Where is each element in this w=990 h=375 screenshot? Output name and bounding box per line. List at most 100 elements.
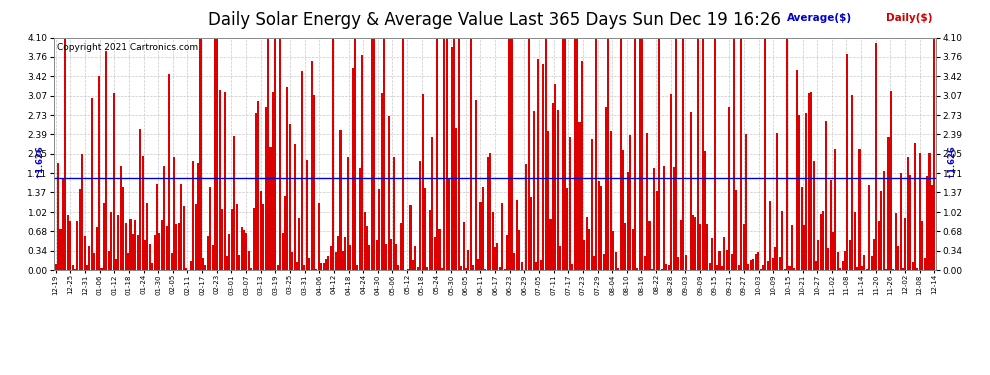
- Bar: [622, 150, 624, 270]
- Bar: [151, 263, 153, 270]
- Bar: [610, 130, 612, 270]
- Bar: [231, 209, 233, 270]
- Bar: [380, 93, 382, 270]
- Bar: [246, 233, 248, 270]
- Bar: [57, 163, 59, 270]
- Bar: [356, 266, 358, 270]
- Bar: [694, 217, 696, 270]
- Bar: [178, 223, 180, 270]
- Bar: [873, 238, 875, 270]
- Bar: [682, 38, 684, 270]
- Bar: [818, 240, 820, 270]
- Bar: [195, 204, 197, 270]
- Bar: [234, 136, 236, 270]
- Bar: [670, 94, 672, 270]
- Bar: [742, 224, 744, 270]
- Bar: [328, 256, 330, 270]
- Bar: [64, 38, 66, 270]
- Text: ↑1.626: ↑1.626: [35, 144, 44, 178]
- Bar: [762, 265, 764, 270]
- Bar: [165, 226, 167, 270]
- Bar: [745, 134, 747, 270]
- Bar: [716, 265, 718, 270]
- Bar: [479, 202, 481, 270]
- Bar: [736, 190, 738, 270]
- Bar: [543, 64, 545, 270]
- Bar: [861, 266, 863, 270]
- Bar: [472, 265, 474, 270]
- Bar: [252, 208, 254, 270]
- Bar: [887, 136, 889, 270]
- Bar: [883, 171, 885, 270]
- Bar: [412, 260, 414, 270]
- Bar: [115, 260, 117, 270]
- Bar: [521, 262, 523, 270]
- Bar: [870, 256, 872, 270]
- Bar: [444, 38, 446, 270]
- Bar: [400, 222, 402, 270]
- Bar: [825, 121, 827, 270]
- Bar: [255, 113, 257, 270]
- Bar: [648, 221, 650, 270]
- Bar: [137, 235, 139, 270]
- Bar: [147, 203, 148, 270]
- Bar: [351, 68, 353, 270]
- Bar: [556, 110, 558, 270]
- Text: ↑1.626: ↑1.626: [946, 144, 955, 178]
- Bar: [902, 268, 904, 270]
- Bar: [217, 38, 219, 270]
- Bar: [460, 266, 462, 270]
- Bar: [540, 260, 542, 270]
- Bar: [397, 265, 400, 270]
- Bar: [173, 156, 175, 270]
- Bar: [414, 246, 417, 270]
- Bar: [294, 144, 296, 270]
- Bar: [603, 254, 605, 270]
- Bar: [832, 232, 834, 270]
- Bar: [697, 38, 699, 270]
- Bar: [375, 240, 378, 270]
- Bar: [257, 101, 259, 270]
- Bar: [637, 268, 639, 270]
- Bar: [564, 38, 566, 270]
- Bar: [66, 215, 68, 270]
- Bar: [113, 93, 115, 270]
- Bar: [323, 263, 325, 270]
- Bar: [448, 178, 450, 270]
- Bar: [786, 38, 788, 270]
- Bar: [692, 215, 694, 270]
- Bar: [132, 234, 134, 270]
- Bar: [429, 210, 431, 270]
- Bar: [504, 269, 506, 270]
- Bar: [617, 268, 619, 270]
- Bar: [801, 187, 803, 270]
- Bar: [917, 268, 919, 270]
- Bar: [390, 239, 392, 270]
- Bar: [665, 264, 667, 270]
- Bar: [311, 61, 313, 270]
- Bar: [526, 164, 528, 270]
- Bar: [796, 70, 798, 270]
- Bar: [214, 38, 216, 270]
- Text: Average($): Average($): [787, 13, 852, 23]
- Bar: [284, 196, 286, 270]
- Bar: [569, 137, 571, 270]
- Bar: [749, 260, 752, 270]
- Bar: [639, 38, 641, 270]
- Bar: [868, 185, 870, 270]
- Bar: [289, 124, 291, 270]
- Bar: [81, 154, 83, 270]
- Bar: [533, 111, 535, 270]
- Bar: [269, 147, 271, 270]
- Bar: [226, 256, 228, 270]
- Bar: [823, 211, 825, 270]
- Bar: [549, 219, 551, 270]
- Bar: [680, 220, 682, 270]
- Bar: [632, 230, 634, 270]
- Bar: [236, 204, 238, 270]
- Bar: [620, 38, 622, 270]
- Bar: [272, 92, 274, 270]
- Bar: [346, 158, 348, 270]
- Bar: [98, 76, 100, 270]
- Bar: [658, 38, 660, 270]
